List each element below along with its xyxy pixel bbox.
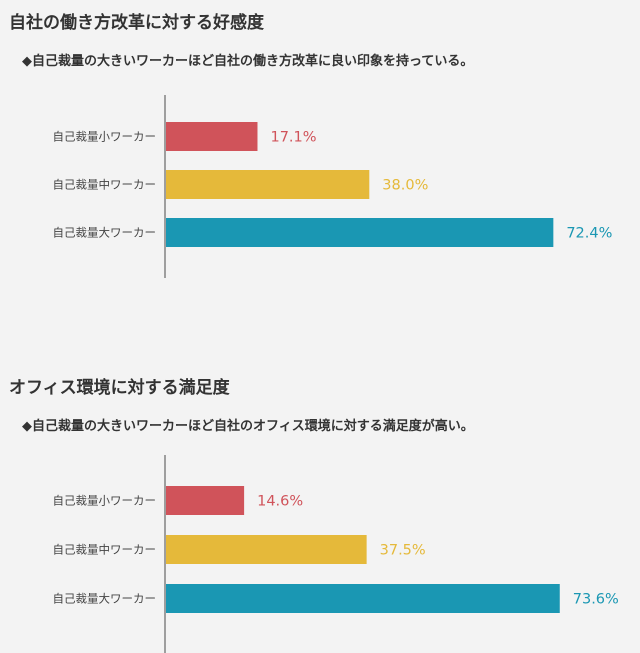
bar <box>166 170 370 199</box>
category-label: 自己裁量小ワーカー <box>53 130 157 144</box>
data-label: 17.1% <box>270 130 316 146</box>
category-label: 自己裁量中ワーカー <box>53 178 157 192</box>
bar <box>166 218 554 247</box>
chart-section-1: 自社の働き方改革に対する好感度 ◆自己裁量の大きいワーカーほど自社の働き方改革に… <box>0 0 640 300</box>
data-label: 38.0% <box>382 178 428 194</box>
chart-1-title: 自社の働き方改革に対する好感度 <box>9 13 264 33</box>
chart-2-subtitle: ◆自己裁量の大きいワーカーほど自社のオフィス環境に対する満足度が高い。 <box>22 419 474 434</box>
chart-2-svg: 自己裁量小ワーカー 14.6% 自己裁量中ワーカー 37.5% 自己裁量大ワーカー 73.… <box>53 455 619 653</box>
data-label: 73.6% <box>573 592 619 608</box>
chart-2-title: オフィス環境に対する満足度 <box>9 378 230 398</box>
category-label: 自己裁量小ワーカー <box>53 494 157 508</box>
chart-1-subtitle: ◆自己裁量の大きいワーカーほど自社の働き方改革に良い印象を持っている。 <box>22 54 474 69</box>
bar <box>166 122 258 151</box>
chart-section-2: オフィス環境に対する満足度 ◆自己裁量の大きいワーカーほど自社のオフィス環境に対… <box>0 365 640 653</box>
data-label: 72.4% <box>566 226 612 242</box>
category-label: 自己裁量大ワーカー <box>53 226 157 240</box>
data-label: 14.6% <box>257 494 303 510</box>
chart-1-svg: 自己裁量小ワーカー 17.1% 自己裁量中ワーカー 38.0% 自己裁量大ワーカー 72.… <box>53 95 612 278</box>
category-label: 自己裁量大ワーカー <box>53 592 157 606</box>
bar <box>166 584 560 613</box>
data-label: 37.5% <box>380 543 426 559</box>
category-label: 自己裁量中ワーカー <box>53 543 157 557</box>
bar <box>166 535 367 564</box>
bar <box>166 486 245 515</box>
